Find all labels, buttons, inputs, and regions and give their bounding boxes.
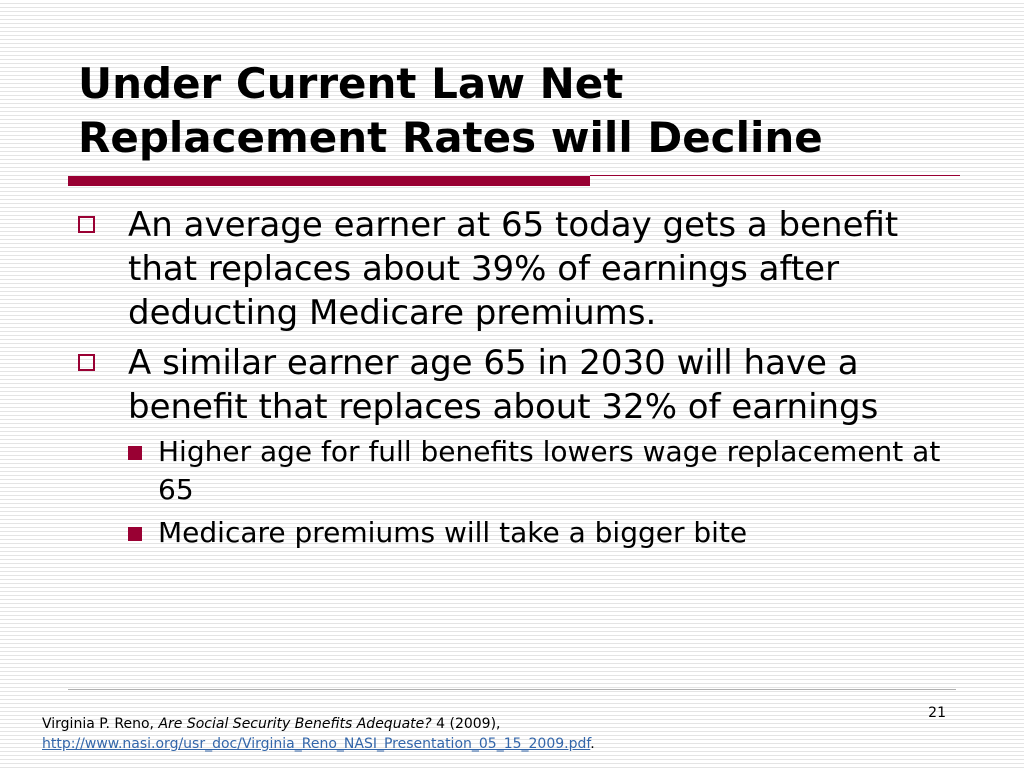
footnote-work-title: Are Social Security Benefits Adequate? bbox=[158, 716, 432, 732]
footnote-author: Virginia P. Reno, bbox=[42, 716, 159, 732]
footnote: Virginia P. Reno, Are Social Security Be… bbox=[42, 714, 942, 754]
bullet-list: An average earner at 65 today gets a ben… bbox=[78, 203, 958, 558]
title-line-1: Under Current Law Net bbox=[78, 59, 624, 108]
slide-title: Under Current Law Net Replacement Rates … bbox=[78, 57, 978, 165]
sub-bullet-text: Higher age for full benefits lowers wage… bbox=[158, 435, 941, 506]
sub-bullet-item: Higher age for full benefits lowers wage… bbox=[128, 433, 958, 509]
slide-number: 21 bbox=[928, 705, 946, 721]
footnote-link[interactable]: http://www.nasi.org/usr_doc/Virginia_Ren… bbox=[42, 736, 591, 752]
footnote-period: . bbox=[590, 736, 595, 752]
hollow-square-icon bbox=[78, 216, 95, 233]
footnote-pages: 4 (2009), bbox=[431, 716, 501, 732]
sub-bullet-text: Medicare premiums will take a bigger bit… bbox=[158, 516, 748, 549]
bullet-text: A similar earner age 65 in 2030 will hav… bbox=[128, 343, 879, 427]
title-divider-thin bbox=[590, 175, 960, 176]
sub-bullet-list: Higher age for full benefits lowers wage… bbox=[128, 433, 958, 552]
footer-divider bbox=[68, 689, 956, 690]
filled-square-icon bbox=[128, 446, 142, 460]
title-divider-thick bbox=[68, 176, 590, 186]
bullet-text: An average earner at 65 today gets a ben… bbox=[128, 205, 899, 333]
sub-bullet-item: Medicare premiums will take a bigger bit… bbox=[128, 514, 958, 552]
filled-square-icon bbox=[128, 527, 142, 541]
title-line-2: Replacement Rates will Decline bbox=[78, 113, 823, 162]
bullet-item: A similar earner age 65 in 2030 will hav… bbox=[78, 341, 958, 552]
hollow-square-icon bbox=[78, 354, 95, 371]
bullet-item: An average earner at 65 today gets a ben… bbox=[78, 203, 958, 335]
